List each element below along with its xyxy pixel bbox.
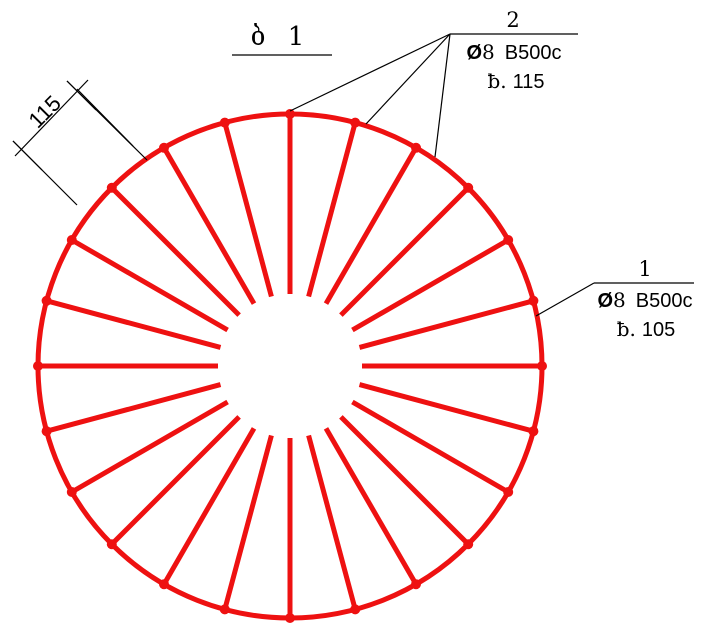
rebar-node-dot	[219, 604, 230, 615]
radial-bars	[38, 114, 542, 618]
rebar-node-dot	[411, 579, 421, 590]
drawing-title: ბ 1	[232, 22, 332, 56]
steel-class: B500c	[636, 290, 693, 312]
rebar-node-dot	[463, 539, 474, 550]
radial-bar	[161, 427, 257, 586]
radial-bar	[339, 415, 470, 546]
length-value: 105	[642, 319, 675, 341]
rebar-node-dot	[463, 182, 474, 193]
radial-bar	[45, 298, 222, 350]
length-prefix: ƀ.	[487, 69, 506, 93]
rebar-cage	[33, 109, 547, 623]
diameter-symbol: Ø	[597, 290, 613, 312]
radial-bar	[222, 121, 274, 298]
rebar-nodes	[33, 109, 547, 623]
radial-bar	[351, 237, 510, 333]
rebar-node-dot	[66, 487, 77, 497]
rebar-node-dot	[106, 182, 117, 193]
rebar-node-dot	[350, 604, 361, 615]
length-prefix: ƀ.	[617, 317, 636, 341]
position-number: 2	[506, 8, 519, 32]
rebar-node-dot	[528, 295, 539, 306]
diameter-symbol: Ø	[466, 42, 482, 64]
rebar-node-dot	[285, 109, 295, 119]
radial-bar	[110, 186, 241, 317]
title-letter: ბ	[251, 22, 266, 52]
rebar-node-dot	[503, 235, 514, 245]
bar-diameter: 8	[482, 40, 495, 64]
bar-spec: Ø8 B500c	[597, 288, 692, 312]
bar-length: ƀ. 105	[617, 317, 676, 341]
extension-line	[76, 88, 134, 147]
leader-line	[535, 282, 595, 317]
radial-bar	[222, 434, 274, 611]
rebar-node-dot	[503, 487, 514, 497]
rebar-node-dot	[41, 295, 52, 306]
rebar-node-dot	[411, 142, 421, 153]
dimension-line	[14, 79, 89, 157]
radial-bar	[110, 415, 241, 546]
rebar-node-dot	[159, 579, 169, 590]
radial-bar	[339, 186, 470, 317]
rebar-node-dot	[33, 361, 43, 371]
radial-bar	[323, 146, 419, 305]
callout-position-1: 1 Ø8 B500c ƀ. 105	[535, 257, 694, 341]
bar-diameter: 8	[613, 288, 626, 312]
bar-length: ƀ. 115	[487, 69, 544, 93]
radial-bar	[70, 399, 229, 495]
radial-bar	[45, 382, 222, 434]
callout-position-2: 2 Ø8 B500c ƀ. 115	[289, 8, 578, 158]
radial-bar	[70, 237, 229, 333]
radial-bar	[161, 146, 257, 305]
rebar-node-dot	[528, 426, 539, 437]
radial-bar	[351, 399, 510, 495]
tick-mark	[12, 140, 43, 171]
radial-bar	[358, 382, 535, 434]
rebar-node-dot	[537, 361, 547, 371]
steel-class: B500c	[505, 42, 562, 64]
radial-bar	[306, 434, 358, 611]
leader-line	[365, 33, 451, 125]
radial-bar	[323, 427, 419, 586]
position-number: 1	[638, 257, 651, 281]
rebar-node-dot	[159, 142, 169, 153]
dimension-115: 115	[12, 79, 148, 206]
rebar-node-dot	[66, 235, 77, 245]
rebar-node-dot	[350, 117, 361, 128]
rebar-node-dot	[106, 539, 117, 550]
rebar-node-dot	[285, 613, 295, 623]
rebar-node-dot	[219, 117, 230, 128]
tick-mark	[66, 80, 97, 111]
dimension-value: 115	[23, 90, 65, 132]
radial-bar	[306, 121, 358, 298]
leader-line	[434, 33, 451, 158]
title-number: 1	[288, 22, 305, 52]
rebar-node-dot	[41, 426, 52, 437]
bar-spec: Ø8 B500c	[466, 40, 561, 64]
radial-bar	[358, 298, 535, 350]
length-value: 115	[513, 71, 545, 93]
leader-line	[289, 33, 451, 112]
